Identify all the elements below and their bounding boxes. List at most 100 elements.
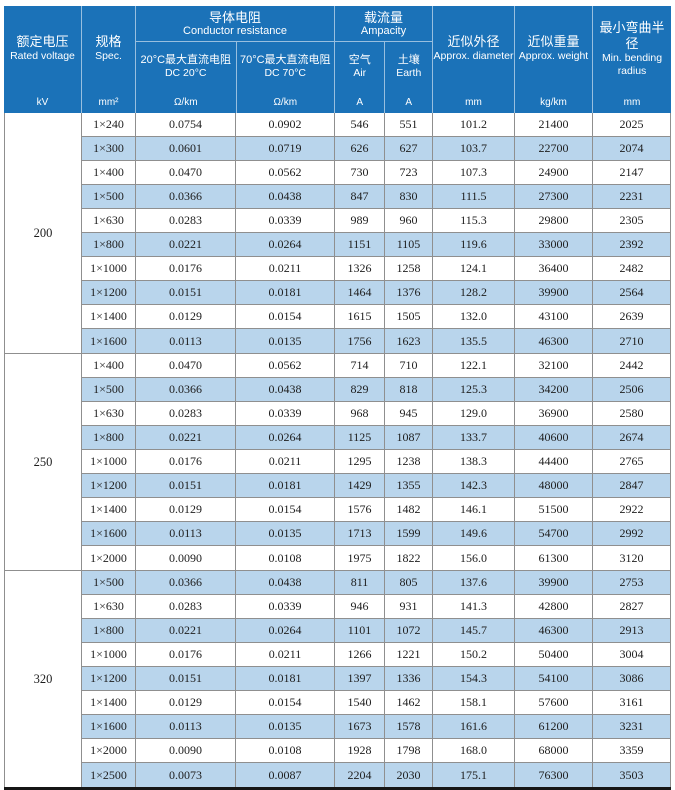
dc20-resistance-cell: 0.0601 [136, 137, 236, 160]
weight-cell: 39900 [515, 281, 593, 304]
bending-radius-cell: 2074 [593, 137, 670, 160]
dc20-resistance-cell: 0.0176 [136, 643, 236, 666]
weight-cell: 50400 [515, 643, 593, 666]
bending-radius-cell: 2392 [593, 233, 670, 256]
weight-cell: 24900 [515, 161, 593, 184]
ampacity-earth-cell: 1623 [385, 329, 433, 353]
weight-cell: 29800 [515, 209, 593, 232]
diameter-cell: 133.7 [433, 426, 515, 449]
dc20-resistance-cell: 0.0090 [136, 739, 236, 762]
table-row: 1×1600 0.0113 0.0135 1673 1578 161.6 61200 3231 [82, 715, 670, 739]
diameter-cell: 128.2 [433, 281, 515, 304]
rated-voltage-cell: 320 [5, 571, 82, 787]
dc20-resistance-cell: 0.0754 [136, 113, 236, 136]
table-row: 1×240 0.0754 0.0902 546 551 101.2 21400 2025 [82, 113, 670, 137]
dc20-zh: 20°C最大直流电阻 [140, 54, 232, 66]
diameter-cell: 107.3 [433, 161, 515, 184]
conductor-resistance-en: Conductor resistance [183, 24, 287, 37]
ampacity-earth-cell: 931 [385, 595, 433, 618]
diameter-zh: 近似外径 [447, 34, 500, 49]
dc20-resistance-cell: 0.0090 [136, 546, 236, 570]
diameter-cell: 138.3 [433, 450, 515, 473]
dc20-resistance-cell: 0.0151 [136, 667, 236, 690]
bending-radius-cell: 2442 [593, 354, 670, 377]
diameter-cell: 156.0 [433, 546, 515, 570]
ampacity-air-cell: 730 [335, 161, 385, 184]
ampacity-earth-cell: 1258 [385, 257, 433, 280]
cable-spec-table: 额定电压 Rated voltage kV 规格 Spec. mm² 导体电阻 … [4, 6, 671, 790]
diameter-label: 近似外径 Approx. diameter [433, 6, 514, 91]
table-row: 1×630 0.0283 0.0339 946 931 141.3 42800 2827 [82, 595, 670, 619]
spec-cell: 1×500 [82, 185, 136, 208]
conductor-resistance-title: 导体电阻 Conductor resistance [136, 6, 334, 42]
ampacity-earth-cell: 805 [385, 571, 433, 594]
table-row: 1×1400 0.0129 0.0154 1576 1482 146.1 51500 2922 [82, 498, 670, 522]
spec-cell: 1×1200 [82, 667, 136, 690]
spec-zh: 规格 [95, 34, 122, 49]
ampacity-earth-cell: 960 [385, 209, 433, 232]
table-row: 1×500 0.0366 0.0438 829 818 125.3 34200 2506 [82, 378, 670, 402]
ampacity-earth-cell: 830 [385, 185, 433, 208]
air-unit: A [356, 96, 364, 108]
ampacity-earth-cell: 1798 [385, 739, 433, 762]
ampacity-air-cell: 946 [335, 595, 385, 618]
spec-cell: 1×1000 [82, 643, 136, 666]
ampacity-air-cell: 1975 [335, 546, 385, 570]
weight-cell: 44400 [515, 450, 593, 473]
dc70-resistance-cell: 0.0087 [236, 763, 335, 787]
ampacity-earth-cell: 1221 [385, 643, 433, 666]
earth-unit: A [405, 96, 413, 108]
header-approx-diameter: 近似外径 Approx. diameter mm [433, 6, 515, 113]
ampacity-air-cell: 1464 [335, 281, 385, 304]
weight-cell: 61200 [515, 715, 593, 738]
ampacity-air-cell: 811 [335, 571, 385, 594]
table-row: 1×1600 0.0113 0.0135 1713 1599 149.6 54700 2992 [82, 522, 670, 546]
weight-label: 近似重量 Approx. weight [515, 6, 592, 91]
ampacity-earth-cell: 1336 [385, 667, 433, 690]
header-spec-label: 规格 Spec. [82, 6, 135, 91]
diameter-cell: 146.1 [433, 498, 515, 521]
bending-radius-cell: 3231 [593, 715, 670, 738]
dc70-resistance-cell: 0.0108 [236, 546, 335, 570]
header-min-bending-radius: 最小弯曲半径 Min. bending radius mm [593, 6, 671, 113]
diameter-cell: 124.1 [433, 257, 515, 280]
spec-cell: 1×630 [82, 402, 136, 425]
spec-cell: 1×1200 [82, 281, 136, 304]
ampacity-earth-cell: 551 [385, 113, 433, 136]
diameter-cell: 175.1 [433, 763, 515, 787]
bending-radius-cell: 3120 [593, 546, 670, 570]
ampacity-air-cell: 1266 [335, 643, 385, 666]
table-bottom-rule [4, 787, 671, 790]
dc70-label: 70°C最大直流电阻 DC 70°C [237, 42, 335, 91]
weight-cell: 54700 [515, 522, 593, 545]
spec-cell: 1×2000 [82, 739, 136, 762]
dc70-resistance-cell: 0.0154 [236, 305, 335, 328]
bending-zh: 最小弯曲半径 [599, 19, 665, 51]
header-dc70-resistance: 70°C最大直流电阻 DC 70°C Ω/km [235, 42, 335, 113]
bending-radius-cell: 2231 [593, 185, 670, 208]
diameter-cell: 119.6 [433, 233, 515, 256]
diameter-cell: 145.7 [433, 619, 515, 642]
ampacity-earth-cell: 1376 [385, 281, 433, 304]
table-row: 1×2000 0.0090 0.0108 1975 1822 156.0 61300 3120 [82, 546, 670, 570]
dc70-resistance-cell: 0.0135 [236, 715, 335, 738]
bending-radius-cell: 2765 [593, 450, 670, 473]
bending-radius-cell: 2827 [593, 595, 670, 618]
bending-radius-cell: 2913 [593, 619, 670, 642]
diameter-cell: 154.3 [433, 667, 515, 690]
dc70-resistance-cell: 0.0719 [236, 137, 335, 160]
diameter-cell: 132.0 [433, 305, 515, 328]
dc20-resistance-cell: 0.0221 [136, 619, 236, 642]
table-row: 1×300 0.0601 0.0719 626 627 103.7 22700 2074 [82, 137, 670, 161]
table-body: 200 1×240 0.0754 0.0902 546 551 101.2 21400 2025… [4, 113, 671, 787]
spec-cell: 1×630 [82, 595, 136, 618]
bending-radius-cell: 2506 [593, 378, 670, 401]
weight-cell: 39900 [515, 571, 593, 594]
conductor-resistance-subcolumns: 20°C最大直流电阻 DC 20°C Ω/km 70°C最大直流电阻 DC 70… [136, 42, 334, 113]
weight-unit: kg/km [540, 96, 567, 108]
table-row: 1×500 0.0366 0.0438 811 805 137.6 39900 2753 [82, 571, 670, 595]
spec-cell: 1×500 [82, 378, 136, 401]
diameter-cell: 158.1 [433, 691, 515, 714]
ampacity-air-cell: 1615 [335, 305, 385, 328]
diameter-cell: 122.1 [433, 354, 515, 377]
